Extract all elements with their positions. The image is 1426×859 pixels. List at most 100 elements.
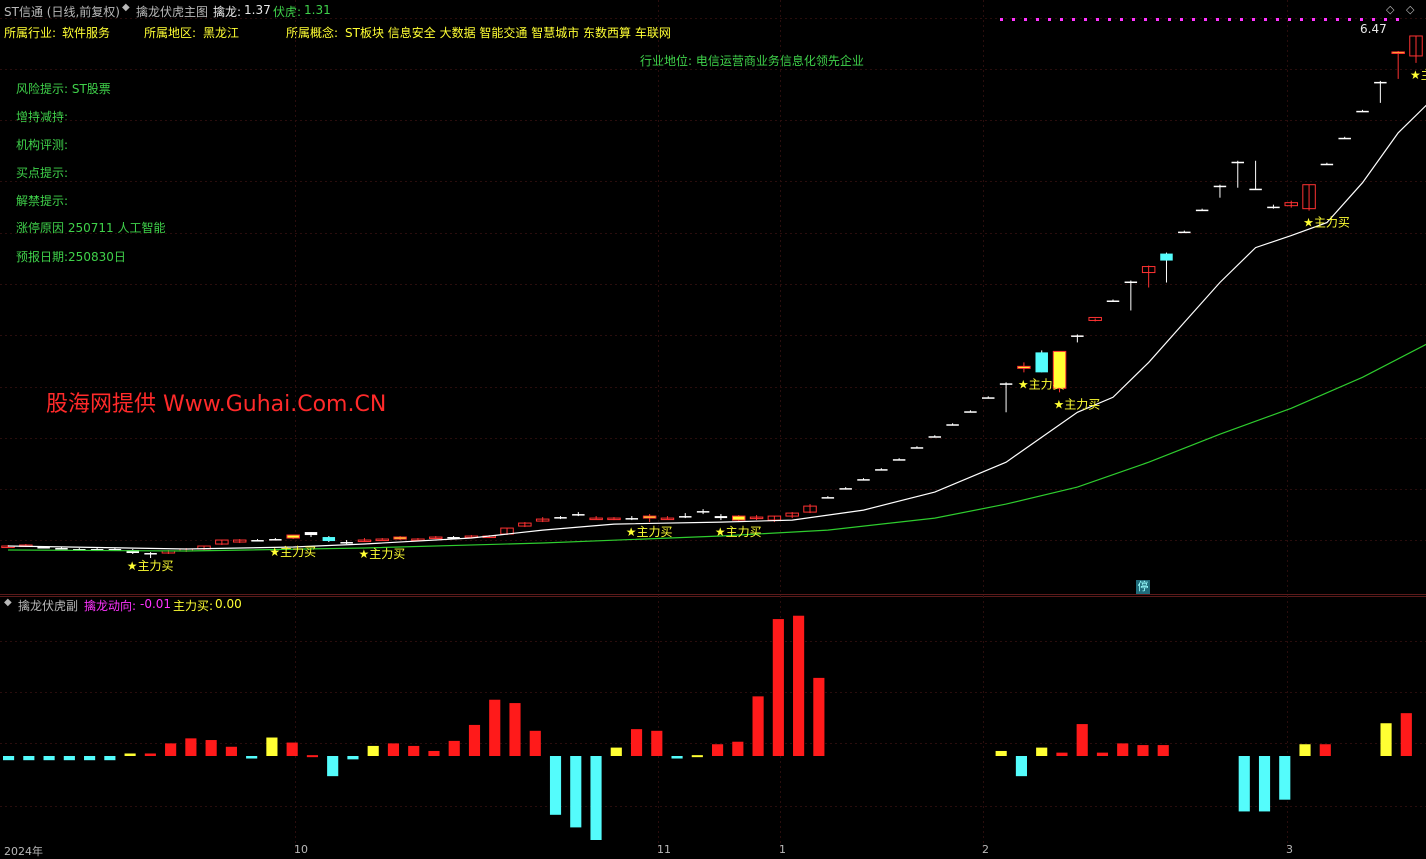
candle-body [714,516,728,519]
magenta-dot [1096,18,1099,21]
diamond-right-icon[interactable]: ◇ [1406,3,1415,16]
price-chart: ★主力买 ★主力买 ★主力买 ★主力买 ★主力买 ★主力买 ★主力买 ★主力买 ★主力 [0,0,1426,596]
indicator-bar [1279,756,1291,800]
candle-body [1195,209,1209,212]
candle-body [251,540,264,542]
indicator-bar [549,756,562,815]
main-buy-signal-label: ★主力买 [715,525,762,539]
indicator-bar [165,743,177,756]
candle-body [322,537,336,542]
candle-body [447,537,460,539]
candle-body [892,459,906,461]
magenta-dot [1384,18,1387,21]
magenta-dot [1144,18,1147,21]
indicator-bar [1157,745,1169,756]
magenta-dot [1072,18,1075,21]
ma-long-line [7,343,1426,552]
indicator-bar [1096,752,1109,756]
stock-title: ST信通 (日线,前复权) [4,5,120,19]
x-label-10: 10 [294,843,308,856]
indicator-bar [448,740,460,756]
report-date: 预报日期:250830日 [16,250,126,264]
sub-indicator-name[interactable]: 擒龙伏虎副 [18,599,79,613]
candle-body [1178,231,1191,234]
indicator-bar [468,724,481,756]
magenta-dot [1168,18,1171,21]
candle-body [144,553,157,555]
indicator-bar [347,756,359,760]
candle-body [607,517,621,521]
magenta-dot [1348,18,1351,21]
candle-body [90,549,104,551]
candle-body [821,497,835,499]
fuhu-label: 伏虎: [273,5,302,19]
indicator-bar [732,741,744,756]
indicator-name[interactable]: 擒龙伏虎主图 [136,5,209,19]
indicator-bar [691,755,703,758]
magenta-dot [1312,18,1315,21]
magenta-dot [1216,18,1219,21]
magenta-dot [1036,18,1039,21]
magenta-dot [1372,18,1375,21]
candle-body [1267,206,1280,209]
concept-list: ST板块 信息安全 大数据 智能交通 智慧城市 东数西算 车联网 [345,26,671,40]
candle-body [1088,316,1102,321]
indicator-bar [529,730,541,756]
candle-body [785,512,799,517]
magenta-dot [1240,18,1243,21]
sub-indicator-chart [0,596,1426,855]
candle-body [589,517,603,521]
indicator-bar [266,737,278,756]
indicator-bar [1036,747,1048,756]
magenta-dot [1012,18,1015,21]
indicator-bar [428,750,440,756]
indicator-bar [63,756,75,761]
candle-body [1213,185,1227,188]
candle-body [1338,137,1351,140]
candle-body-signal [286,534,300,539]
main-buy-signal-label: ★主力买 [269,545,316,559]
x-label-11: 11 [657,843,671,856]
sub-indicator-menu-icon[interactable]: ◆ [4,597,12,608]
indicator-bar [1076,724,1088,756]
indicator-menu-icon[interactable]: ◆ [122,2,130,13]
indicator-bar [1299,744,1311,756]
indicator-bar [1319,744,1331,756]
indicator-bar [489,699,501,756]
indicator-bar [306,755,318,758]
candle-body [1284,202,1298,207]
magenta-dot [1048,18,1051,21]
candle-body [535,518,550,522]
indicator-bar [712,744,724,756]
region-value: 黑龙江 [203,26,240,40]
indicator-bar [671,756,683,759]
indicator-bar [1258,756,1271,812]
candle-body [1302,184,1316,210]
main-buy-signal-label: ★主力买 [1303,216,1350,230]
indicator-bar [205,740,217,756]
indicator-bar [590,756,602,840]
indicator-bar [1380,723,1392,756]
qinlong-label: 擒龙: [213,5,242,19]
indicator-bar [387,743,400,756]
indicator-bar [570,756,582,828]
candle-body [73,549,86,551]
industry-label: 所属行业: [4,26,57,40]
main-buy-label: 主力买: [173,599,214,613]
candle-body [1320,163,1334,166]
candle-body [839,488,852,490]
main-buy-signal-label: ★主力买 [1054,397,1101,411]
magenta-dot [1360,18,1363,21]
candle-body [982,397,995,399]
candle-body-signal [393,536,407,540]
indicator-bar [286,742,298,756]
diamond-left-icon[interactable]: ◇ [1386,3,1395,16]
x-label-2024: 2024年 [4,845,43,858]
qinlong-value: 1.37 [244,3,271,17]
limit-up-reason: 涨停原因 250711 人工智能 [16,221,166,235]
indicator-bar [104,756,116,761]
magenta-dot [1156,18,1159,21]
candle-body [232,539,247,543]
magenta-dot [1252,18,1255,21]
institution-rating: 机构评测: [16,138,69,152]
